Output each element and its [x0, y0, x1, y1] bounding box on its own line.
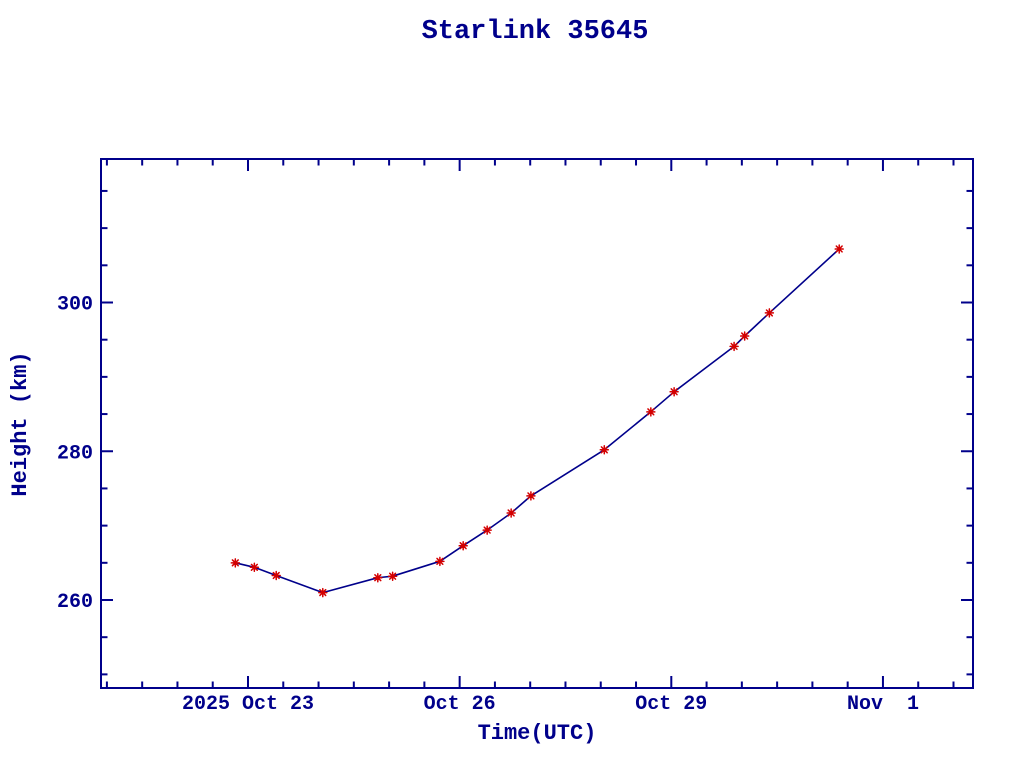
- data-point-marker: [482, 525, 492, 535]
- chart-title: Starlink 35645: [422, 17, 649, 47]
- data-point-marker: [249, 562, 260, 573]
- axes-box: [100, 158, 974, 689]
- x-tick-label: Oct 26: [424, 693, 496, 716]
- data-point-marker: [764, 308, 775, 318]
- data-line: [235, 248, 840, 594]
- data-point-marker: [526, 491, 536, 501]
- plot-area: 2025 Oct 23 Oct 26 Oct 29 Nov 1 260 280 300: [57, 158, 974, 716]
- data-point-marker: [435, 556, 445, 567]
- x-tick-label: Nov 1: [847, 693, 919, 716]
- y-axis-title: Height (km): [8, 351, 33, 496]
- data-point-marker: [318, 587, 328, 598]
- data-point-marker: [271, 570, 281, 581]
- y-tick-label: 280: [57, 442, 93, 465]
- data-point-marker: [458, 540, 468, 551]
- data-point-marker: [599, 445, 610, 455]
- data-point-marker: [646, 407, 656, 417]
- data-point-marker: [739, 331, 750, 341]
- data-point-marker: [834, 244, 844, 254]
- data-point-marker: [373, 572, 383, 583]
- x-tick-label: 2025 Oct 23: [182, 693, 314, 716]
- x-axis-title: Time(UTC): [478, 721, 597, 746]
- y-tick-label: 300: [57, 294, 93, 317]
- data-point-marker: [230, 558, 241, 568]
- data-point-marker: [506, 508, 516, 518]
- data-point-marker: [729, 341, 739, 352]
- y-tick-label: 260: [57, 591, 93, 614]
- x-tick-label: Oct 29: [635, 693, 707, 716]
- data-point-marker: [669, 387, 679, 397]
- data-point-marker: [387, 571, 398, 581]
